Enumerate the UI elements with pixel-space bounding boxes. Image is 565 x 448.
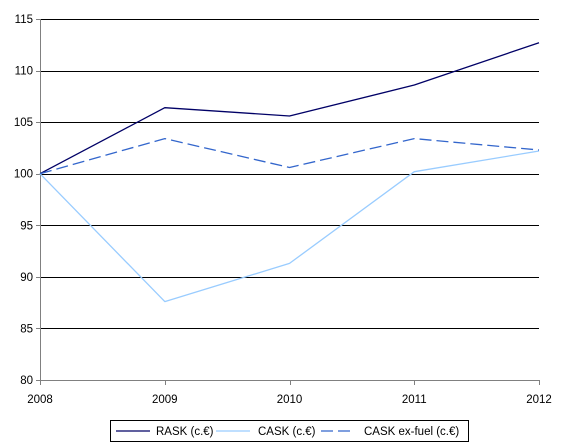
series-line-1 (39, 42, 540, 175)
axes (36, 19, 540, 385)
gridlines (40, 19, 539, 329)
legend-label: CASK ex-fuel (c.€) (364, 426, 459, 438)
y-tick-label: 85 (20, 323, 33, 335)
legend-label: RASK (c.€) (156, 426, 214, 438)
series-line-3 (39, 137, 540, 175)
plot-background (40, 19, 539, 380)
y-tick-label: 80 (20, 375, 33, 387)
y-tick-label: 100 (14, 169, 33, 181)
series-lines (39, 42, 540, 303)
x-tick-label: 2008 (27, 394, 53, 406)
x-tick-label: 2012 (526, 394, 552, 406)
y-tick-label: 90 (20, 272, 33, 284)
series-line-2 (39, 150, 540, 303)
y-tick-label: 95 (20, 220, 33, 232)
x-tick-label: 2010 (277, 394, 303, 406)
y-tick-label: 115 (15, 14, 33, 26)
plot-area (40, 19, 539, 380)
y-tick-labels: 80 85 90 95 100 105 110 115 (14, 14, 33, 387)
y-tick-label: 110 (15, 66, 33, 78)
x-tick-label: 2011 (402, 394, 427, 406)
y-tick-label: 105 (14, 117, 33, 129)
legend-box (110, 420, 469, 442)
x-tick-labels: 2008 2009 2010 2011 2012 (27, 394, 552, 406)
legend-label: CASK (c.€) (258, 426, 316, 438)
legend: RASK (c.€) CASK (c.€) CASK ex-fuel (c.€) (110, 420, 469, 442)
x-tick-label: 2009 (152, 394, 178, 406)
